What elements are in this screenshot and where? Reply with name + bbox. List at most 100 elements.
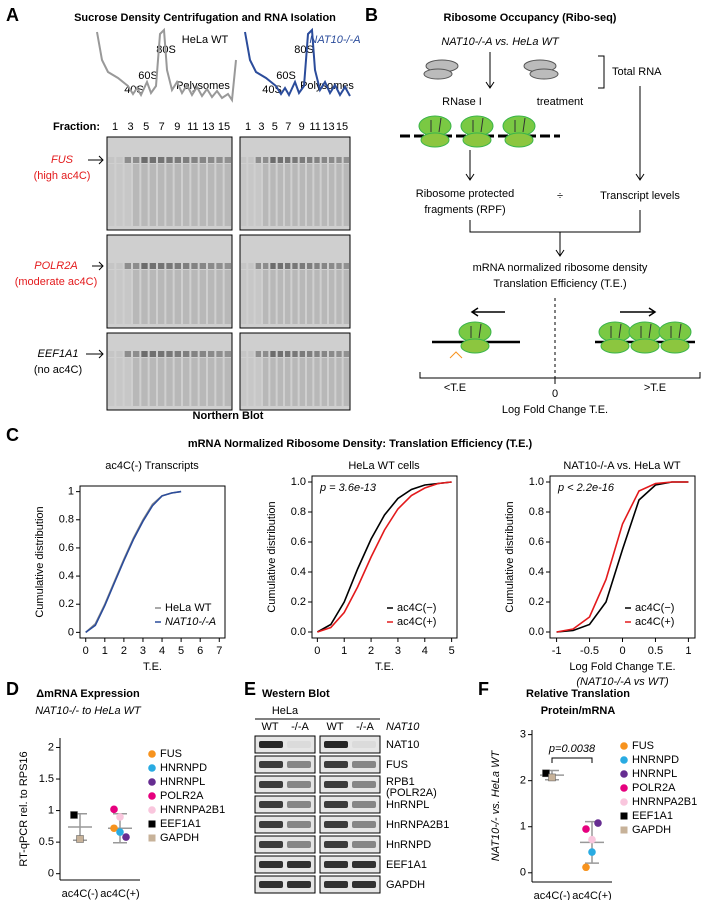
blot-band [248, 263, 254, 269]
legend-marker [620, 798, 628, 806]
ribosome [600, 338, 630, 354]
blot-smear [124, 358, 131, 406]
trna [449, 351, 463, 359]
blot-band [241, 157, 247, 163]
blot-band [277, 263, 283, 269]
gene-note: (moderate ac4C) [15, 276, 98, 288]
blot [319, 775, 381, 794]
y-axis-title: Cumulative distribution [504, 501, 516, 612]
blot-smear [248, 164, 254, 226]
data-point [594, 819, 602, 827]
fraction-number: 1 [245, 121, 251, 133]
data-point [548, 773, 556, 782]
blot-band [287, 861, 311, 868]
blot-smear [255, 164, 261, 226]
blot-band [133, 157, 140, 163]
blot-band [259, 881, 283, 888]
blot-band [270, 351, 276, 357]
gene-label: NAT10 [386, 721, 420, 733]
y-tick-label: 0.8 [59, 514, 74, 526]
blot-band [321, 263, 327, 269]
blot-band [191, 157, 198, 163]
blot-smear [183, 358, 190, 406]
blot-band [248, 157, 254, 163]
blot-smear [299, 164, 305, 226]
fraction-number: 9 [299, 121, 305, 133]
blot-smear [321, 358, 327, 406]
blot-smear [285, 164, 291, 226]
blot-band [141, 157, 148, 163]
blot-band [321, 157, 327, 163]
blot-band [352, 881, 376, 888]
x-tick-label: 2 [368, 645, 374, 657]
blot-band [248, 351, 254, 357]
blot-smear [166, 358, 173, 406]
blot [319, 815, 381, 834]
blot [254, 735, 316, 754]
blot-band [324, 881, 348, 888]
blot-band [343, 157, 349, 163]
condition-label: NAT10-/-A [309, 34, 360, 46]
blot-smear [183, 164, 190, 226]
blot-band [314, 351, 320, 357]
blot-band [259, 861, 283, 868]
trna [514, 117, 526, 133]
blot-band [116, 157, 123, 163]
plot-frame [311, 475, 458, 639]
blot-smear [285, 270, 291, 324]
y-tick-label: 0.2 [529, 596, 544, 608]
chart-title: HeLa WT cells [348, 460, 420, 472]
legend-label: POLR2A [160, 790, 204, 802]
fraction-number: 15 [336, 121, 348, 133]
blot-band [292, 263, 298, 269]
blot-smear [329, 270, 335, 324]
protein-label: HnRNPD [386, 839, 431, 851]
blot-smear [116, 358, 123, 406]
blot-band [307, 263, 313, 269]
step-label: mRNA normalized ribosome density [473, 262, 648, 274]
blot-band [216, 263, 223, 269]
protein-label: RPB1 [386, 776, 415, 788]
blot-smear [108, 270, 115, 324]
trna [610, 323, 622, 339]
peak-label: 60S [138, 70, 158, 82]
blot-smear [199, 270, 206, 324]
arrow [470, 307, 657, 317]
data-point [70, 811, 78, 819]
x-axis-title: Log Fold Change T.E. [569, 661, 675, 673]
x-tick-label: ac4C(+) [572, 890, 611, 900]
blot [319, 735, 381, 754]
blot [319, 755, 381, 774]
blot-band [324, 861, 348, 868]
fraction-label: Fraction: [53, 121, 100, 133]
y-tick-label: 1.0 [291, 476, 306, 488]
blot-smear [141, 270, 148, 324]
blot-band [336, 157, 342, 163]
data-point [122, 833, 130, 841]
blot-band [259, 781, 283, 788]
lane-label: WT [261, 721, 278, 733]
blot-smear [292, 270, 298, 324]
blot-band [329, 263, 335, 269]
blot-band [149, 263, 156, 269]
blot-smear [292, 358, 298, 406]
blot-band [307, 351, 313, 357]
blot-band [241, 263, 247, 269]
y-tick-label: 0.8 [291, 506, 306, 518]
blot-smear [158, 358, 165, 406]
fraction-number: 13 [202, 121, 214, 133]
data-point [116, 828, 124, 836]
data-point [582, 825, 590, 833]
ribosome [462, 132, 492, 148]
chart-subtitle: NAT10-/- to HeLa WT [35, 705, 142, 717]
axis-label: <T.E [444, 382, 466, 394]
protein-label: EEF1A1 [386, 859, 427, 871]
blot-smear [314, 270, 320, 324]
blot-band [352, 861, 376, 868]
peak-label: 60S [276, 70, 296, 82]
blot-band [174, 351, 181, 357]
trna [670, 323, 682, 339]
blot-band [183, 157, 190, 163]
blot [239, 332, 351, 411]
protein-label: GAPDH [386, 879, 425, 891]
